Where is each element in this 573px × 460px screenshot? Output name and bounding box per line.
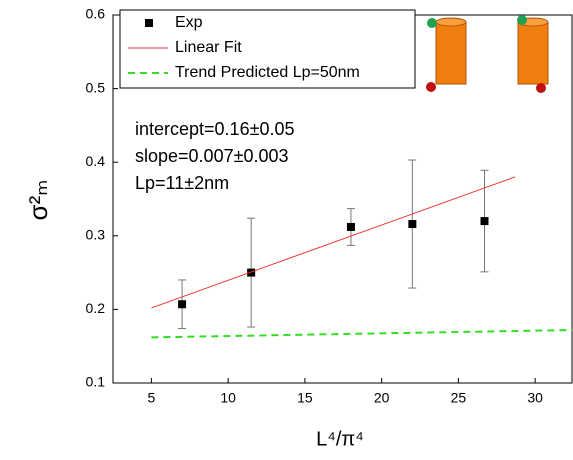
y-tick-label: 0.4 <box>86 153 106 169</box>
data-point <box>480 217 489 226</box>
y-tick-label: 0.3 <box>86 227 106 243</box>
y-axis-label: σ²ₘ <box>23 180 53 221</box>
x-axis-label: L⁴/π⁴ <box>316 428 364 450</box>
line <box>151 176 516 309</box>
x-tick-label: 15 <box>297 390 313 406</box>
data-point <box>247 268 256 277</box>
annotation: Lp=11±2nm <box>135 173 229 193</box>
annotation: slope=0.007±0.003 <box>135 146 289 166</box>
data-point <box>408 220 417 229</box>
x-tick-label: 10 <box>220 390 236 406</box>
annotation: intercept=0.16±0.05 <box>135 119 295 139</box>
legend-label: Linear Fit <box>175 39 242 56</box>
line <box>151 329 573 339</box>
y-tick-label: 0.2 <box>86 300 106 316</box>
legend-box <box>119 9 416 89</box>
x-tick-label: 30 <box>527 390 543 406</box>
y-tick-label: 0.1 <box>86 374 106 390</box>
cylinder-icon <box>426 17 467 92</box>
legend-label: Trend Predicted Lp=50nm <box>175 64 360 81</box>
y-tick-label: 0.6 <box>86 6 106 22</box>
x-tick-label: 20 <box>374 390 390 406</box>
data-point <box>178 300 187 309</box>
legend-label: Exp <box>175 14 203 31</box>
data-point <box>346 222 355 231</box>
y-tick-label: 0.5 <box>86 79 106 95</box>
x-tick-label: 5 <box>147 390 155 406</box>
x-tick-label: 25 <box>451 390 467 406</box>
legend-marker <box>145 19 153 27</box>
cylinder-icon <box>517 15 549 93</box>
